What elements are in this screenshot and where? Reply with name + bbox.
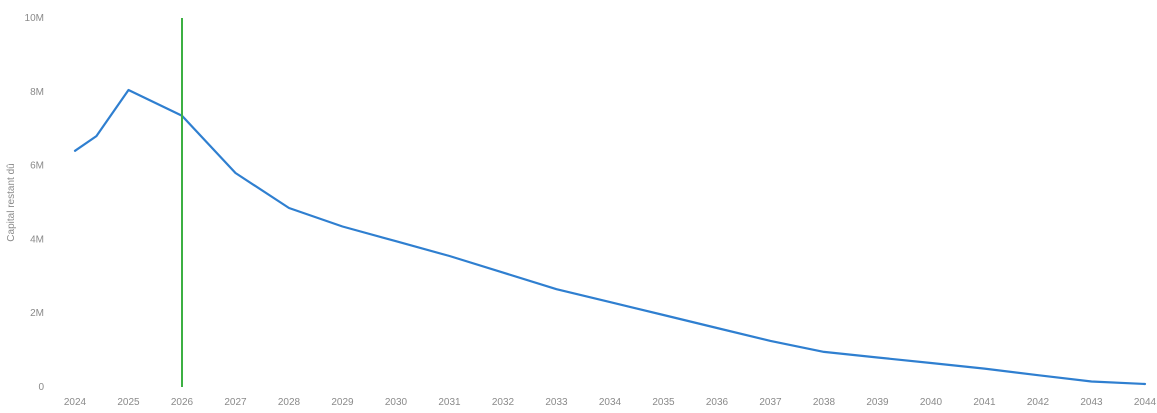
x-tick-label: 2024 [64, 397, 87, 408]
x-tick-label: 2044 [1134, 397, 1157, 408]
x-tick-label: 2029 [331, 397, 354, 408]
x-axis-ticks: 2024 2025 2026 2027 2028 2029 2030 2031 2032 2033… [64, 397, 1157, 408]
x-tick-label: 2025 [117, 397, 140, 408]
x-tick-label: 2035 [652, 397, 675, 408]
x-tick-label: 2040 [920, 397, 943, 408]
y-tick-label: 2M [30, 308, 44, 319]
x-tick-label: 2031 [438, 397, 461, 408]
y-axis-ticks: 0 2M 4M 6M 8M 10M [25, 13, 45, 393]
x-tick-label: 2039 [866, 397, 889, 408]
x-tick-label: 2037 [759, 397, 782, 408]
y-tick-label: 10M [25, 13, 44, 24]
series-line [73, 88, 1147, 386]
x-tick-label: 2036 [706, 397, 729, 408]
x-tick-label: 2026 [171, 397, 194, 408]
y-tick-label: 0 [38, 382, 44, 393]
x-tick-label: 2034 [599, 397, 622, 408]
x-tick-label: 2028 [278, 397, 301, 408]
x-tick-label: 2043 [1080, 397, 1103, 408]
y-tick-label: 6M [30, 161, 44, 172]
x-tick-label: 2032 [492, 397, 515, 408]
y-tick-label: 4M [30, 234, 44, 245]
x-tick-label: 2033 [545, 397, 568, 408]
x-tick-label: 2041 [973, 397, 996, 408]
x-tick-label: 2027 [224, 397, 247, 408]
y-axis-title: Capital restant dû [6, 163, 17, 241]
series-layer [73, 88, 1147, 386]
x-tick-label: 2038 [813, 397, 836, 408]
y-tick-label: 8M [30, 87, 44, 98]
x-tick-label: 2042 [1027, 397, 1050, 408]
x-tick-label: 2030 [385, 397, 408, 408]
